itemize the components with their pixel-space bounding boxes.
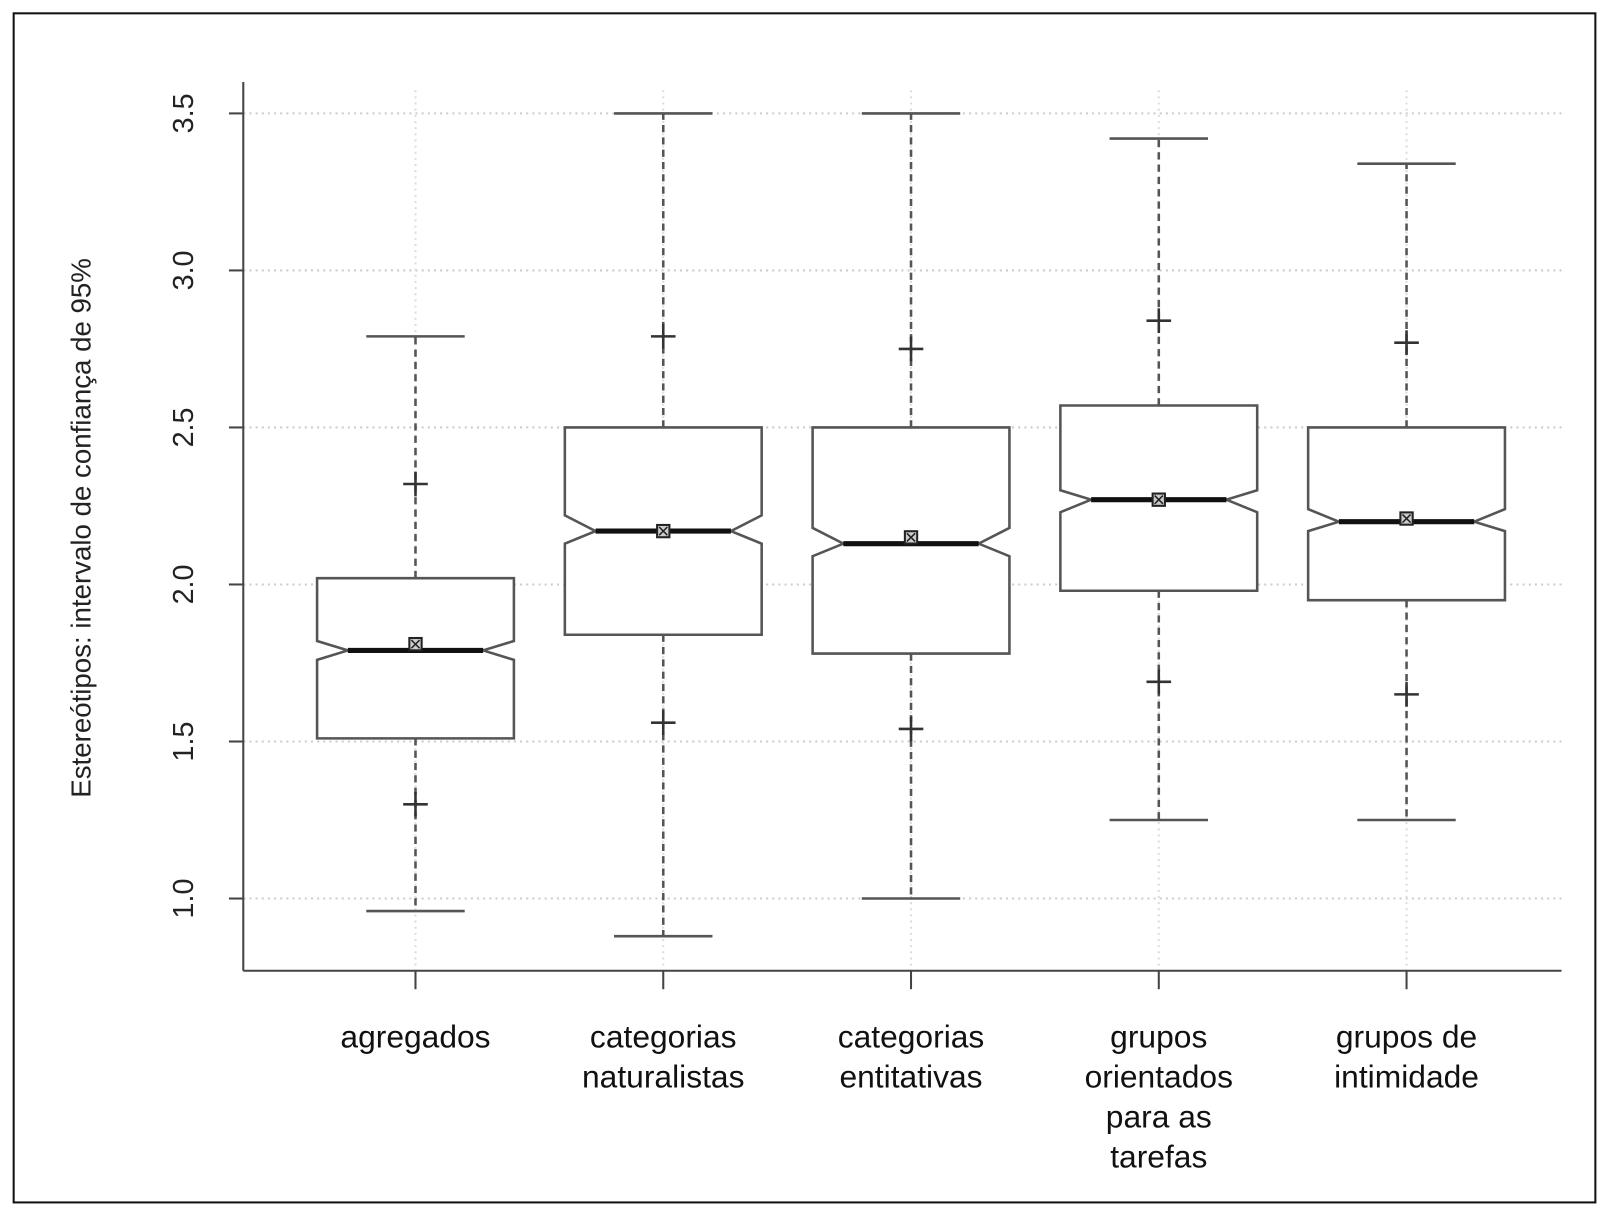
ci-cross — [650, 324, 676, 349]
x-tick-label: categorias naturalistas — [581, 1018, 745, 1095]
x-tick-label-box: agregados — [340, 1018, 491, 1055]
ci-cross — [403, 792, 428, 817]
y-tick-label: 1.5 — [168, 722, 200, 762]
ci-cross — [1146, 308, 1172, 333]
ci-cross — [403, 471, 428, 497]
box — [315, 576, 516, 740]
x-tick-label-box: grupos orientados para as tarefas — [1084, 1018, 1233, 1175]
y-tick-label: 3.5 — [168, 93, 200, 133]
ci-cross — [898, 716, 924, 742]
ci-cross — [898, 336, 924, 362]
x-tick-label: grupos de intimidade — [1334, 1018, 1479, 1095]
y-axis-label: Estereótipos: intervalo de confiança de … — [66, 258, 97, 798]
y-tick-label: 3.0 — [168, 250, 200, 290]
ci-cross — [650, 710, 676, 735]
mean-marker-x — [410, 639, 421, 649]
x-tick-label-box: categorias naturalistas — [581, 1018, 745, 1095]
y-tick-label: 2.5 — [168, 408, 200, 448]
ci-cross — [1146, 669, 1172, 695]
mean-marker-x — [658, 526, 668, 536]
y-tick-label: 2.0 — [168, 565, 200, 605]
x-tick-label-box: grupos de intimidade — [1334, 1018, 1479, 1095]
ci-cross — [1394, 682, 1419, 707]
mean-marker-x — [906, 532, 916, 543]
mean-marker-x — [1401, 513, 1412, 524]
x-tick-label-box: categorias entitativas — [837, 1018, 985, 1095]
x-tick-label: categorias entitativas — [837, 1018, 985, 1095]
x-tick-label: agregados — [340, 1018, 491, 1055]
ci-cross — [1394, 330, 1419, 355]
mean-marker-x — [1154, 495, 1164, 505]
x-tick-label: grupos orientados para as tarefas — [1084, 1018, 1233, 1175]
y-tick-label: 1.0 — [168, 879, 200, 919]
frame — [12, 12, 1597, 1204]
